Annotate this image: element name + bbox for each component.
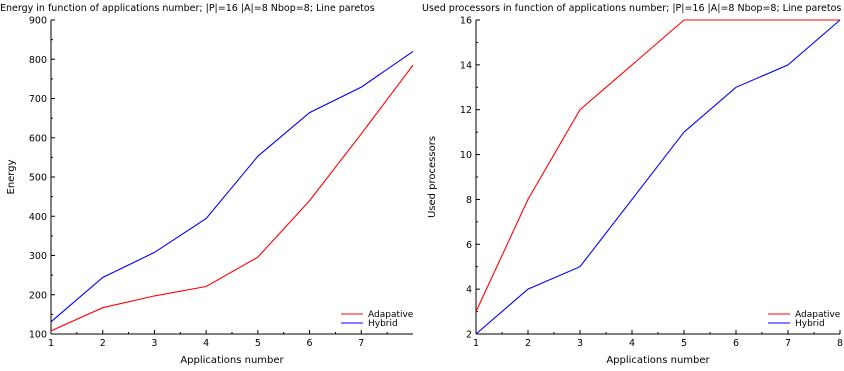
energy-chart: Energy in function of applications numbe… bbox=[0, 3, 414, 366]
chart-title: Energy in function of applications numbe… bbox=[0, 3, 375, 14]
chart-title: Used processors in function of applicati… bbox=[422, 3, 841, 14]
x-tick-label: 1 bbox=[473, 338, 479, 349]
series-line-adapative bbox=[475, 19, 840, 312]
y-tick-label: 10 bbox=[460, 150, 472, 161]
y-tick-label: 2 bbox=[466, 330, 472, 341]
y-tick-label: 4 bbox=[466, 285, 472, 296]
series-line-hybrid bbox=[50, 50, 414, 323]
x-axis-label: Applications number bbox=[606, 355, 710, 366]
x-tick-label: 6 bbox=[733, 338, 739, 349]
y-axis-label: Energy bbox=[6, 159, 17, 194]
x-tick-label: 7 bbox=[358, 338, 364, 349]
legend-label-hybrid: Hybrid bbox=[368, 319, 398, 329]
legend-label-adapative: Adapative bbox=[795, 310, 841, 320]
y-tick-label: 400 bbox=[29, 212, 47, 223]
y-tick-label: 500 bbox=[29, 173, 47, 184]
series-line-hybrid bbox=[475, 19, 841, 335]
energy-chart-plot: Energy in function of applications numbe… bbox=[0, 3, 414, 366]
x-tick-label: 2 bbox=[100, 338, 106, 349]
x-tick-label: 3 bbox=[151, 338, 157, 349]
x-tick-label: 3 bbox=[577, 338, 583, 349]
y-tick-label: 900 bbox=[29, 16, 47, 27]
used-processors-chart: Used processors in function of applicati… bbox=[422, 0, 844, 371]
x-tick-label: 5 bbox=[255, 338, 261, 349]
x-tick-label: 5 bbox=[681, 338, 687, 349]
used-processors-chart-plot: Used processors in function of applicati… bbox=[422, 3, 843, 366]
x-tick-label: 6 bbox=[307, 338, 313, 349]
y-axis-label: Used processors bbox=[427, 136, 438, 218]
y-tick-label: 100 bbox=[29, 330, 47, 341]
x-tick-label: 4 bbox=[203, 338, 209, 349]
y-tick-label: 700 bbox=[29, 94, 47, 105]
y-tick-label: 16 bbox=[460, 16, 472, 27]
y-tick-label: 600 bbox=[29, 133, 47, 144]
x-tick-label: 8 bbox=[837, 338, 843, 349]
x-tick-label: 7 bbox=[785, 338, 791, 349]
legend-label-adapative: Adapative bbox=[368, 310, 414, 320]
x-tick-label: 1 bbox=[48, 338, 54, 349]
x-tick-label: 2 bbox=[525, 338, 531, 349]
y-tick-label: 8 bbox=[466, 195, 472, 206]
y-tick-label: 200 bbox=[29, 290, 47, 301]
legend-label-hybrid: Hybrid bbox=[795, 319, 825, 329]
y-tick-label: 12 bbox=[460, 105, 472, 116]
series-line-adapative bbox=[50, 64, 414, 332]
y-tick-label: 300 bbox=[29, 251, 47, 262]
y-tick-label: 14 bbox=[460, 60, 472, 71]
y-tick-label: 6 bbox=[466, 240, 472, 251]
x-axis-label: Applications number bbox=[180, 355, 284, 366]
y-tick-label: 800 bbox=[29, 55, 47, 66]
x-tick-label: 4 bbox=[629, 338, 635, 349]
